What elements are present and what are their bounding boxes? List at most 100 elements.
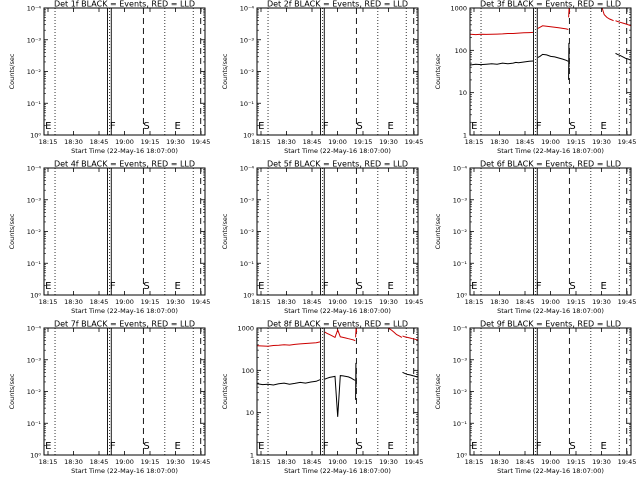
x-tick-label: 19:15 — [567, 298, 586, 306]
event-marker-E: E — [174, 281, 180, 292]
y-tick-label: 10⁻³ — [453, 196, 468, 204]
panel-det5f: Det 5f BLACK = Events, RED = LLD Start Ti… — [221, 160, 423, 316]
x-tick-label: 18:45 — [516, 458, 535, 466]
x-tick-label: 18:45 — [516, 298, 535, 306]
events-series-1 — [324, 375, 356, 417]
lld-series-7 — [387, 327, 403, 338]
event-marker-E: E — [600, 441, 606, 452]
x-tick-label: 19:00 — [328, 458, 347, 466]
events-series-0 — [470, 60, 534, 66]
x-tick-label: 19:30 — [379, 298, 398, 306]
x-tick-label: 19:15 — [354, 458, 373, 466]
y-tick-label: 10⁻² — [27, 388, 42, 396]
x-axis-label: Start Time (22-May-16 18:07:00) — [497, 307, 604, 315]
x-tick-label: 19:30 — [166, 138, 185, 146]
x-axis-label: Start Time (22-May-16 18:07:00) — [284, 147, 391, 155]
y-axis-label: Counts/sec — [434, 213, 442, 249]
panel-det2f: Det 2f BLACK = Events, RED = LLD Start Ti… — [221, 0, 423, 155]
x-tick-label: 18:30 — [277, 458, 296, 466]
x-tick-label: 19:45 — [618, 298, 637, 306]
y-tick-label: 10⁰ — [30, 292, 41, 300]
x-tick-label: 18:30 — [490, 298, 509, 306]
y-tick-label: 10⁰ — [30, 132, 41, 140]
y-axis-label: Counts/sec — [8, 53, 16, 89]
event-marker-F: F — [110, 441, 116, 452]
panel-title: Det 8f BLACK = Events, RED = LLD — [267, 320, 408, 329]
x-tick-label: 18:15 — [465, 458, 484, 466]
event-marker-E: E — [387, 441, 393, 452]
y-tick-label: 10⁻³ — [453, 356, 468, 364]
x-tick-label: 19:30 — [592, 298, 611, 306]
panel-title: Det 7f BLACK = Events, RED = LLD — [54, 320, 195, 329]
event-marker-F: F — [323, 281, 329, 292]
panel-det7f: Det 7f BLACK = Events, RED = LLD Start Ti… — [8, 320, 210, 476]
y-axis-label: Counts/sec — [221, 213, 229, 249]
panel-det9f: Det 9f BLACK = Events, RED = LLD Start Ti… — [434, 320, 636, 476]
events-series-2 — [355, 362, 357, 400]
y-tick-label: 10⁻⁴ — [453, 165, 468, 173]
event-marker-S: S — [569, 281, 575, 292]
x-axis-label: Start Time (22-May-16 18:07:00) — [71, 467, 178, 475]
lld-series-4 — [257, 341, 321, 347]
x-tick-label: 18:15 — [252, 298, 271, 306]
y-tick-label: 10⁻⁴ — [27, 165, 42, 173]
x-tick-label: 18:30 — [64, 458, 83, 466]
y-tick-label: 10⁻⁴ — [453, 325, 468, 333]
x-tick-label: 19:30 — [379, 138, 398, 146]
plot-frame — [469, 167, 632, 296]
plot-frame — [256, 327, 419, 456]
y-tick-label: 10⁻² — [27, 228, 42, 236]
panel-title: Det 2f BLACK = Events, RED = LLD — [267, 0, 408, 9]
plot-frame — [469, 327, 632, 456]
x-tick-label: 19:30 — [592, 138, 611, 146]
lld-series-5 — [324, 328, 356, 342]
y-tick-label: 10⁻⁴ — [27, 5, 42, 13]
x-tick-label: 19:15 — [567, 458, 586, 466]
event-marker-S: S — [356, 441, 362, 452]
x-tick-label: 19:30 — [592, 458, 611, 466]
event-marker-F: F — [536, 441, 542, 452]
x-tick-label: 18:15 — [39, 458, 58, 466]
x-tick-label: 19:15 — [141, 298, 160, 306]
events-series-1 — [537, 53, 569, 62]
x-tick-label: 18:45 — [303, 138, 322, 146]
x-tick-label: 19:45 — [405, 298, 424, 306]
plot-frame — [43, 327, 206, 456]
plot-frame — [256, 167, 419, 296]
panel-det1f: Det 1f BLACK = Events, RED = LLD Start Ti… — [8, 0, 210, 155]
x-axis-label: Start Time (22-May-16 18:07:00) — [497, 467, 604, 475]
y-axis-label: Counts/sec — [8, 213, 16, 249]
panel-title: Det 3f BLACK = Events, RED = LLD — [480, 0, 621, 9]
y-tick-label: 10⁻³ — [240, 196, 255, 204]
x-axis-label: Start Time (22-May-16 18:07:00) — [284, 307, 391, 315]
y-tick-label: 10⁻¹ — [453, 420, 468, 428]
x-tick-label: 18:30 — [277, 138, 296, 146]
event-marker-E: E — [387, 281, 393, 292]
x-tick-label: 18:45 — [90, 298, 109, 306]
y-tick-label: 1 — [250, 452, 254, 460]
y-tick-label: 10⁻² — [240, 68, 255, 76]
y-tick-label: 10 — [459, 89, 467, 97]
event-marker-E: E — [258, 121, 264, 132]
x-tick-label: 19:45 — [192, 298, 211, 306]
event-marker-E: E — [258, 441, 264, 452]
panel-det3f: Det 3f BLACK = Events, RED = LLD Start Ti… — [434, 0, 636, 155]
y-axis-label: Counts/sec — [221, 53, 229, 89]
y-tick-label: 100 — [455, 47, 467, 55]
event-marker-E: E — [387, 121, 393, 132]
event-marker-E: E — [45, 441, 51, 452]
x-tick-label: 18:15 — [39, 298, 58, 306]
y-tick-label: 10⁻¹ — [453, 260, 468, 268]
y-tick-label: 10⁻³ — [240, 36, 255, 44]
event-marker-S: S — [143, 441, 149, 452]
y-tick-label: 10⁰ — [456, 452, 467, 460]
x-axis-label: Start Time (22-May-16 18:07:00) — [71, 147, 178, 155]
x-tick-label: 18:30 — [490, 458, 509, 466]
events-series-3 — [615, 52, 632, 61]
y-tick-label: 10⁻² — [453, 228, 468, 236]
event-marker-S: S — [143, 281, 149, 292]
y-axis-label: Counts/sec — [8, 373, 16, 409]
y-tick-label: 1000 — [450, 5, 467, 13]
panel-det6f: Det 6f BLACK = Events, RED = LLD Start Ti… — [434, 160, 636, 316]
x-tick-label: 19:45 — [405, 458, 424, 466]
